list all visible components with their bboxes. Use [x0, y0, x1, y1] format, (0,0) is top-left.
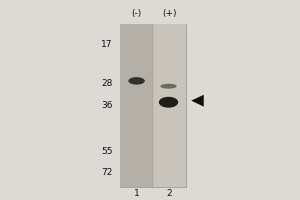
Text: 55: 55 — [101, 147, 113, 156]
Bar — [120, 24, 153, 187]
Text: 17: 17 — [101, 40, 113, 49]
Text: 36: 36 — [101, 101, 113, 110]
Text: (+): (+) — [162, 9, 177, 18]
Ellipse shape — [159, 97, 178, 108]
Text: 2: 2 — [167, 189, 172, 198]
Bar — [153, 24, 186, 187]
Ellipse shape — [128, 77, 145, 85]
Bar — [120, 24, 186, 187]
Polygon shape — [191, 95, 204, 107]
Text: 72: 72 — [101, 168, 113, 177]
Ellipse shape — [160, 84, 177, 89]
Text: 28: 28 — [101, 79, 113, 88]
Text: 1: 1 — [134, 189, 140, 198]
Text: (-): (-) — [131, 9, 142, 18]
